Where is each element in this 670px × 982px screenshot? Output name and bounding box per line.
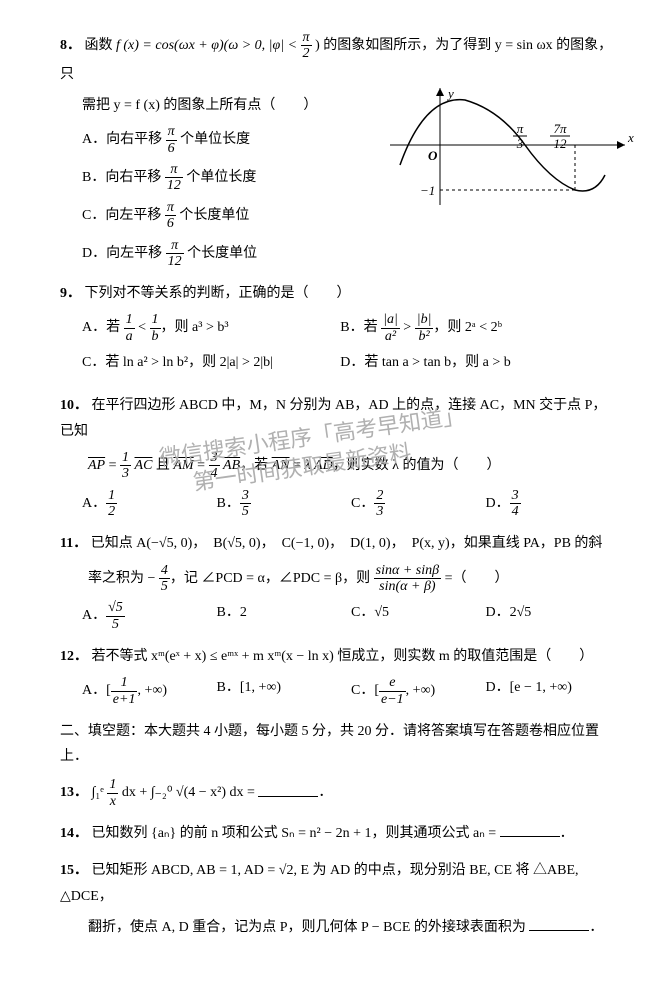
q10-opt-a: A．12 bbox=[82, 488, 217, 520]
q8-stem-line1: 8． 函数 f (x) = cos(ωx + φ)(ω > 0, |φ| < π… bbox=[60, 30, 620, 87]
q10-options: A．12 B．35 C．23 D．34 bbox=[82, 488, 620, 520]
q11-stem-line1: 11． 已知点 A(−√5, 0)， B(√5, 0)， C(−1, 0)， D… bbox=[60, 531, 620, 556]
q15-text-1: 已知矩形 ABCD, AB = 1, AD = √2, E 为 AD 的中点，现… bbox=[60, 863, 579, 903]
q10-number: 10． bbox=[60, 398, 88, 413]
q12-number: 12． bbox=[60, 649, 88, 664]
q13-number: 13． bbox=[60, 786, 88, 801]
q12-opt-c: C．[ee−1, +∞) bbox=[351, 675, 486, 707]
svg-text:12: 12 bbox=[554, 136, 568, 151]
q15-number: 15． bbox=[60, 863, 88, 878]
q12-opt-a: A．[1e+1, +∞) bbox=[82, 675, 217, 707]
q9-opt-d: D．若 tan a > tan b，则 a > b bbox=[340, 350, 598, 375]
graph-o-label: O bbox=[428, 148, 438, 163]
q15-stem-line2: 翻折，使点 A, D 重合，记为点 P，则几何体 P − BCE 的外接球表面积… bbox=[88, 915, 620, 940]
q13-text-c: ． bbox=[318, 786, 332, 801]
q10-text-1: 在平行四边形 ABCD 中，M，N 分别为 AB，AD 上的点，连接 AC，MN… bbox=[60, 398, 606, 438]
question-12: 12． 若不等式 xᵐ(eˣ + x) ≤ eᵐˣ + m xᵐ(x − ln … bbox=[60, 644, 620, 707]
q14-blank bbox=[500, 822, 560, 837]
q9-number: 9． bbox=[60, 286, 81, 301]
graph-neg1: −1 bbox=[420, 183, 435, 198]
q14-number: 14． bbox=[60, 826, 88, 841]
q12-opt-d: D．[e − 1, +∞) bbox=[486, 675, 621, 707]
q8-text-a: 函数 bbox=[85, 38, 117, 53]
q8-opt-d: D．向左平移 π12 个长度单位 bbox=[82, 238, 320, 270]
svg-text:7π: 7π bbox=[553, 121, 567, 136]
question-9: 9． 下列对不等关系的判断，正确的是（ ） A．若 1a < 1b，则 a³ >… bbox=[60, 281, 620, 381]
question-8: 8． 函数 f (x) = cos(ωx + φ)(ω > 0, |φ| < π… bbox=[60, 30, 620, 269]
q11-opt-a: A．√55 bbox=[82, 600, 217, 632]
question-15: 15． 已知矩形 ABCD, AB = 1, AD = √2, E 为 AD 的… bbox=[60, 858, 620, 940]
q11-text-1a: 已知点 A(−√5, 0)， B(√5, 0)， C(−1, 0)， D(1, … bbox=[91, 536, 603, 551]
q10-stem-line2: AP = 13 AC 且 AM = 34 AB，若 AN = λ AD，则实数 … bbox=[88, 450, 620, 482]
q8-opt-a: A．向右平移 π6 个单位长度 bbox=[82, 124, 320, 156]
q8-opt-b: B．向右平移 π12 个单位长度 bbox=[82, 162, 320, 194]
q8-formula-1: f (x) = cos(ωx + φ)(ω > 0, |φ| < bbox=[116, 38, 301, 53]
q10-text-2: ，则实数 λ 的值为（ ） bbox=[333, 458, 501, 473]
section-2-heading: 二、填空题：本大题共 4 小题，每小题 5 分，共 20 分．请将答案填写在答题… bbox=[60, 719, 620, 769]
q15-blank bbox=[529, 916, 589, 931]
q9-stem: 9． 下列对不等关系的判断，正确的是（ ） bbox=[60, 281, 620, 306]
svg-text:π: π bbox=[517, 121, 524, 136]
q9-options: A．若 1a < 1b，则 a³ > b³ B．若 |a|a² > |b|b²，… bbox=[82, 312, 620, 381]
q10-opt-d: D．34 bbox=[486, 488, 621, 520]
q15-text-2a: 翻折，使点 A, D 重合，记为点 P，则几何体 P − BCE 的外接球表面积… bbox=[88, 920, 529, 935]
question-11: 11． 已知点 A(−√5, 0)， B(√5, 0)， C(−1, 0)， D… bbox=[60, 531, 620, 632]
q12-opt-b: B．[1, +∞) bbox=[217, 675, 352, 707]
q12-text: 若不等式 xᵐ(eˣ + x) ≤ eᵐˣ + m xᵐ(x − ln x) 恒… bbox=[92, 649, 594, 664]
q8-text-2a: 需把 y = f (x) 的图象上所有点（ ） bbox=[82, 98, 317, 113]
q10-stem-line1: 10． 在平行四边形 ABCD 中，M，N 分别为 AB，AD 上的点，连接 A… bbox=[60, 393, 620, 443]
q11-options: A．√55 B．2 C．√5 D．2√5 bbox=[82, 600, 620, 632]
q8-opt-c: C．向左平移 π6 个长度单位 bbox=[82, 200, 320, 232]
q10-opt-c: C．23 bbox=[351, 488, 486, 520]
svg-text:3: 3 bbox=[516, 136, 524, 151]
q10-opt-b: B．35 bbox=[217, 488, 352, 520]
q11-opt-d: D．2√5 bbox=[486, 600, 621, 632]
question-13: 13． ∫₁ᵉ 1x dx + ∫₋₂⁰ √(4 − x²) dx = ． bbox=[60, 777, 620, 809]
q12-options: A．[1e+1, +∞) B．[1, +∞) C．[ee−1, +∞) D．[e… bbox=[82, 675, 620, 707]
q9-text: 下列对不等关系的判断，正确的是（ ） bbox=[85, 286, 351, 301]
q11-number: 11． bbox=[60, 536, 87, 551]
q12-stem: 12． 若不等式 xᵐ(eˣ + x) ≤ eᵐˣ + m xᵐ(x − ln … bbox=[60, 644, 620, 669]
q15-text-2b: ． bbox=[589, 920, 603, 935]
q13-text-b: dx + ∫₋₂⁰ √(4 − x²) dx = bbox=[118, 786, 258, 801]
graph-x-label: x bbox=[627, 130, 634, 145]
question-14: 14． 已知数列 {aₙ} 的前 n 项和公式 Sₙ = n² − 2n + 1… bbox=[60, 821, 620, 846]
q9-opt-b: B．若 |a|a² > |b|b²，则 2ᵃ < 2ᵇ bbox=[340, 312, 598, 344]
q8-graph: y x O −1 π 3 7π 12 bbox=[380, 80, 640, 210]
q13-blank bbox=[258, 782, 318, 797]
question-10: 10． 在平行四边形 ABCD 中，M，N 分别为 AB，AD 上的点，连接 A… bbox=[60, 393, 620, 519]
q15-stem-line1: 15． 已知矩形 ABCD, AB = 1, AD = √2, E 为 AD 的… bbox=[60, 858, 620, 908]
graph-y-label: y bbox=[446, 86, 454, 101]
q11-stem-line2: 率之积为 − 45，记 ∠PCD = α，∠PDC = β，则 sinα + s… bbox=[88, 563, 620, 595]
q13-text-a: ∫₁ᵉ bbox=[92, 786, 108, 801]
q11-opt-b: B．2 bbox=[217, 600, 352, 632]
q8-number: 8． bbox=[60, 38, 81, 53]
q9-opt-a: A．若 1a < 1b，则 a³ > b³ bbox=[82, 312, 340, 344]
q11-opt-c: C．√5 bbox=[351, 600, 486, 632]
q8-options: A．向右平移 π6 个单位长度 B．向右平移 π12 个单位长度 C．向左平移 … bbox=[60, 124, 320, 269]
q14-text-b: ． bbox=[560, 826, 574, 841]
q14-text-a: 已知数列 {aₙ} 的前 n 项和公式 Sₙ = n² − 2n + 1，则其通… bbox=[92, 826, 500, 841]
q9-opt-c: C．若 ln a² > ln b²，则 2|a| > 2|b| bbox=[82, 350, 340, 375]
